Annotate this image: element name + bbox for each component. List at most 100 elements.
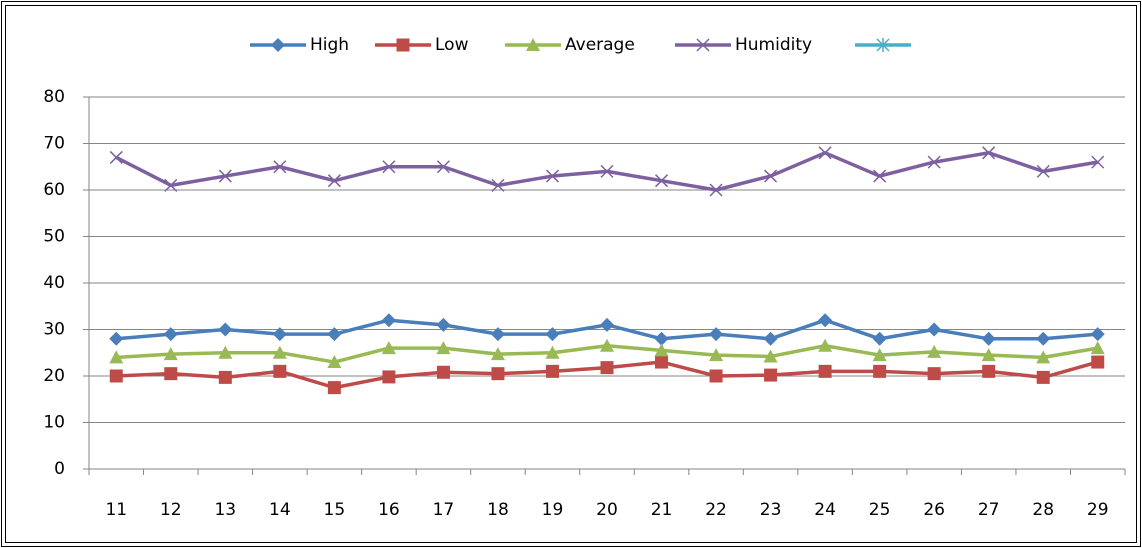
x-tick-label: 26 [923, 500, 945, 520]
marker [763, 349, 778, 363]
marker [164, 178, 178, 192]
marker [981, 348, 996, 362]
marker [764, 169, 778, 183]
marker [545, 327, 560, 342]
marker [382, 370, 396, 384]
legend-marker [271, 38, 285, 52]
marker [327, 355, 342, 369]
marker [927, 344, 942, 358]
legend-marker [696, 38, 710, 52]
y-tick-label: 70 [43, 134, 65, 154]
x-tick-label: 19 [542, 500, 564, 520]
marker [218, 169, 232, 183]
marker [545, 345, 560, 359]
y-tick-label: 80 [43, 87, 65, 107]
legend-marker [526, 38, 540, 51]
legend-label: Low [435, 35, 469, 55]
marker [327, 174, 341, 188]
marker [1091, 155, 1105, 169]
legend-marker [396, 38, 410, 52]
frame-inner [5, 5, 1137, 543]
marker [381, 313, 396, 328]
marker [109, 331, 124, 346]
x-tick-label: 20 [596, 500, 618, 520]
legend-label: Humidity [735, 35, 812, 55]
marker [982, 146, 996, 160]
marker [1036, 164, 1050, 178]
x-tick-label: 28 [1032, 500, 1054, 520]
x-tick-label: 12 [160, 500, 182, 520]
marker [927, 155, 941, 169]
marker [272, 345, 287, 359]
marker [491, 178, 505, 192]
marker [1090, 327, 1105, 342]
marker [655, 355, 669, 369]
y-tick-label: 20 [43, 366, 65, 386]
marker [218, 370, 232, 384]
marker [600, 361, 614, 375]
marker [109, 150, 123, 164]
marker [163, 347, 178, 361]
marker [873, 364, 887, 378]
marker [654, 343, 669, 357]
marker [327, 381, 341, 395]
marker [818, 146, 832, 160]
marker [818, 364, 832, 378]
marker [709, 183, 723, 197]
marker [272, 327, 287, 342]
marker [491, 367, 505, 381]
x-tick-label: 18 [487, 500, 509, 520]
marker [709, 327, 724, 342]
marker [164, 367, 178, 381]
marker [709, 348, 724, 362]
y-tick-label: 40 [43, 273, 65, 293]
marker [927, 367, 941, 381]
marker [273, 160, 287, 174]
marker [545, 169, 560, 183]
marker [654, 331, 669, 346]
marker [981, 331, 996, 346]
marker [381, 341, 396, 355]
marker [873, 169, 887, 183]
x-tick-label: 15 [324, 500, 346, 520]
y-tick-label: 0 [54, 459, 65, 479]
marker [382, 160, 396, 174]
x-tick-label: 25 [869, 500, 891, 520]
marker [872, 331, 887, 346]
x-tick-label: 14 [269, 500, 291, 520]
marker [273, 364, 287, 378]
marker [109, 369, 123, 383]
legend-label: Average [565, 35, 635, 55]
marker [982, 364, 996, 378]
marker [1090, 341, 1105, 355]
y-tick-label: 50 [43, 227, 65, 247]
marker [490, 327, 505, 342]
marker [490, 347, 505, 361]
marker [600, 317, 614, 332]
marker [600, 338, 614, 352]
marker [709, 369, 723, 383]
legend-label: High [310, 35, 349, 55]
marker [109, 350, 124, 364]
marker [818, 338, 833, 352]
marker [1036, 350, 1051, 364]
marker [1036, 331, 1051, 346]
marker [600, 164, 614, 178]
marker [764, 368, 778, 382]
marker [927, 322, 942, 337]
marker [1091, 355, 1105, 369]
x-tick-label: 27 [978, 500, 1000, 520]
x-tick-label: 29 [1087, 500, 1109, 520]
x-tick-label: 23 [760, 500, 782, 520]
y-tick-label: 30 [43, 320, 65, 340]
x-tick-label: 11 [105, 500, 127, 520]
y-tick-label: 60 [43, 180, 65, 200]
x-tick-label: 22 [705, 500, 727, 520]
y-tick-label: 10 [43, 413, 65, 433]
marker [327, 327, 342, 342]
x-tick-label: 17 [433, 500, 455, 520]
marker [436, 341, 451, 355]
